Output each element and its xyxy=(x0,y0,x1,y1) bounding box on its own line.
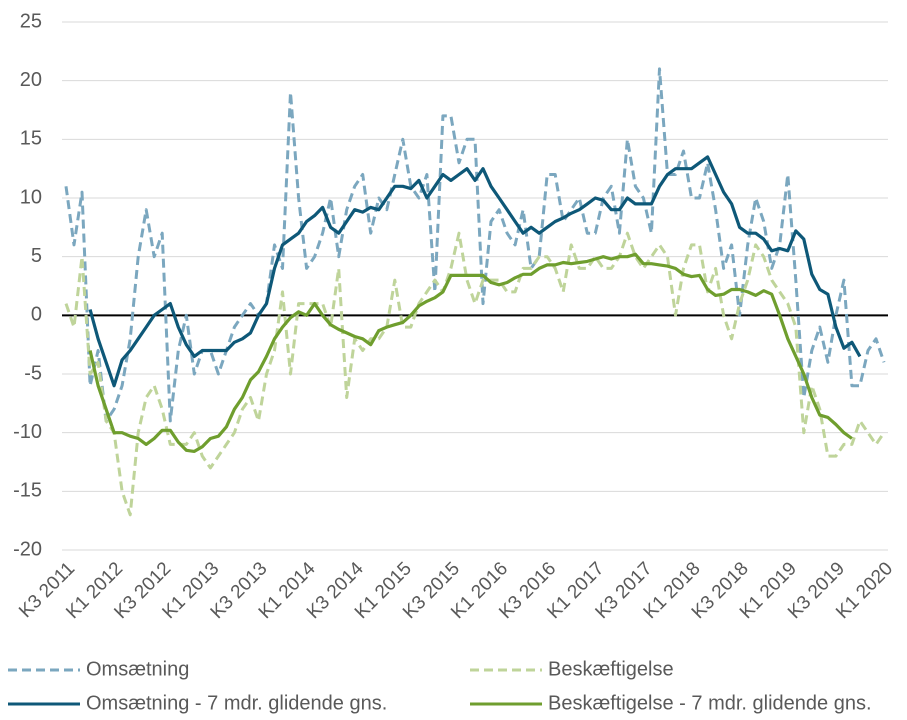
legend-label: Omsætning - 7 mdr. glidende gns. xyxy=(86,692,387,714)
y-tick-label: -20 xyxy=(13,538,42,560)
series-line xyxy=(88,252,853,453)
y-tick-label: 20 xyxy=(20,69,42,91)
y-tick-label: 10 xyxy=(20,186,42,208)
series-line xyxy=(64,67,886,423)
legend-label: Omsætning xyxy=(86,658,189,680)
y-tick-label: -15 xyxy=(13,480,42,502)
y-tick-label: -10 xyxy=(13,421,42,443)
y-tick-label: 0 xyxy=(31,304,42,326)
legend-label: Beskæftigelse xyxy=(548,658,674,680)
legend-label: Beskæftigelse - 7 mdr. glidende gns. xyxy=(548,692,872,714)
y-tick-label: -5 xyxy=(24,362,42,384)
y-tick-label: 5 xyxy=(31,245,42,267)
series-line xyxy=(64,231,886,517)
y-tick-label: 25 xyxy=(20,10,42,32)
series-line xyxy=(88,155,862,388)
y-tick-label: 15 xyxy=(20,128,42,150)
